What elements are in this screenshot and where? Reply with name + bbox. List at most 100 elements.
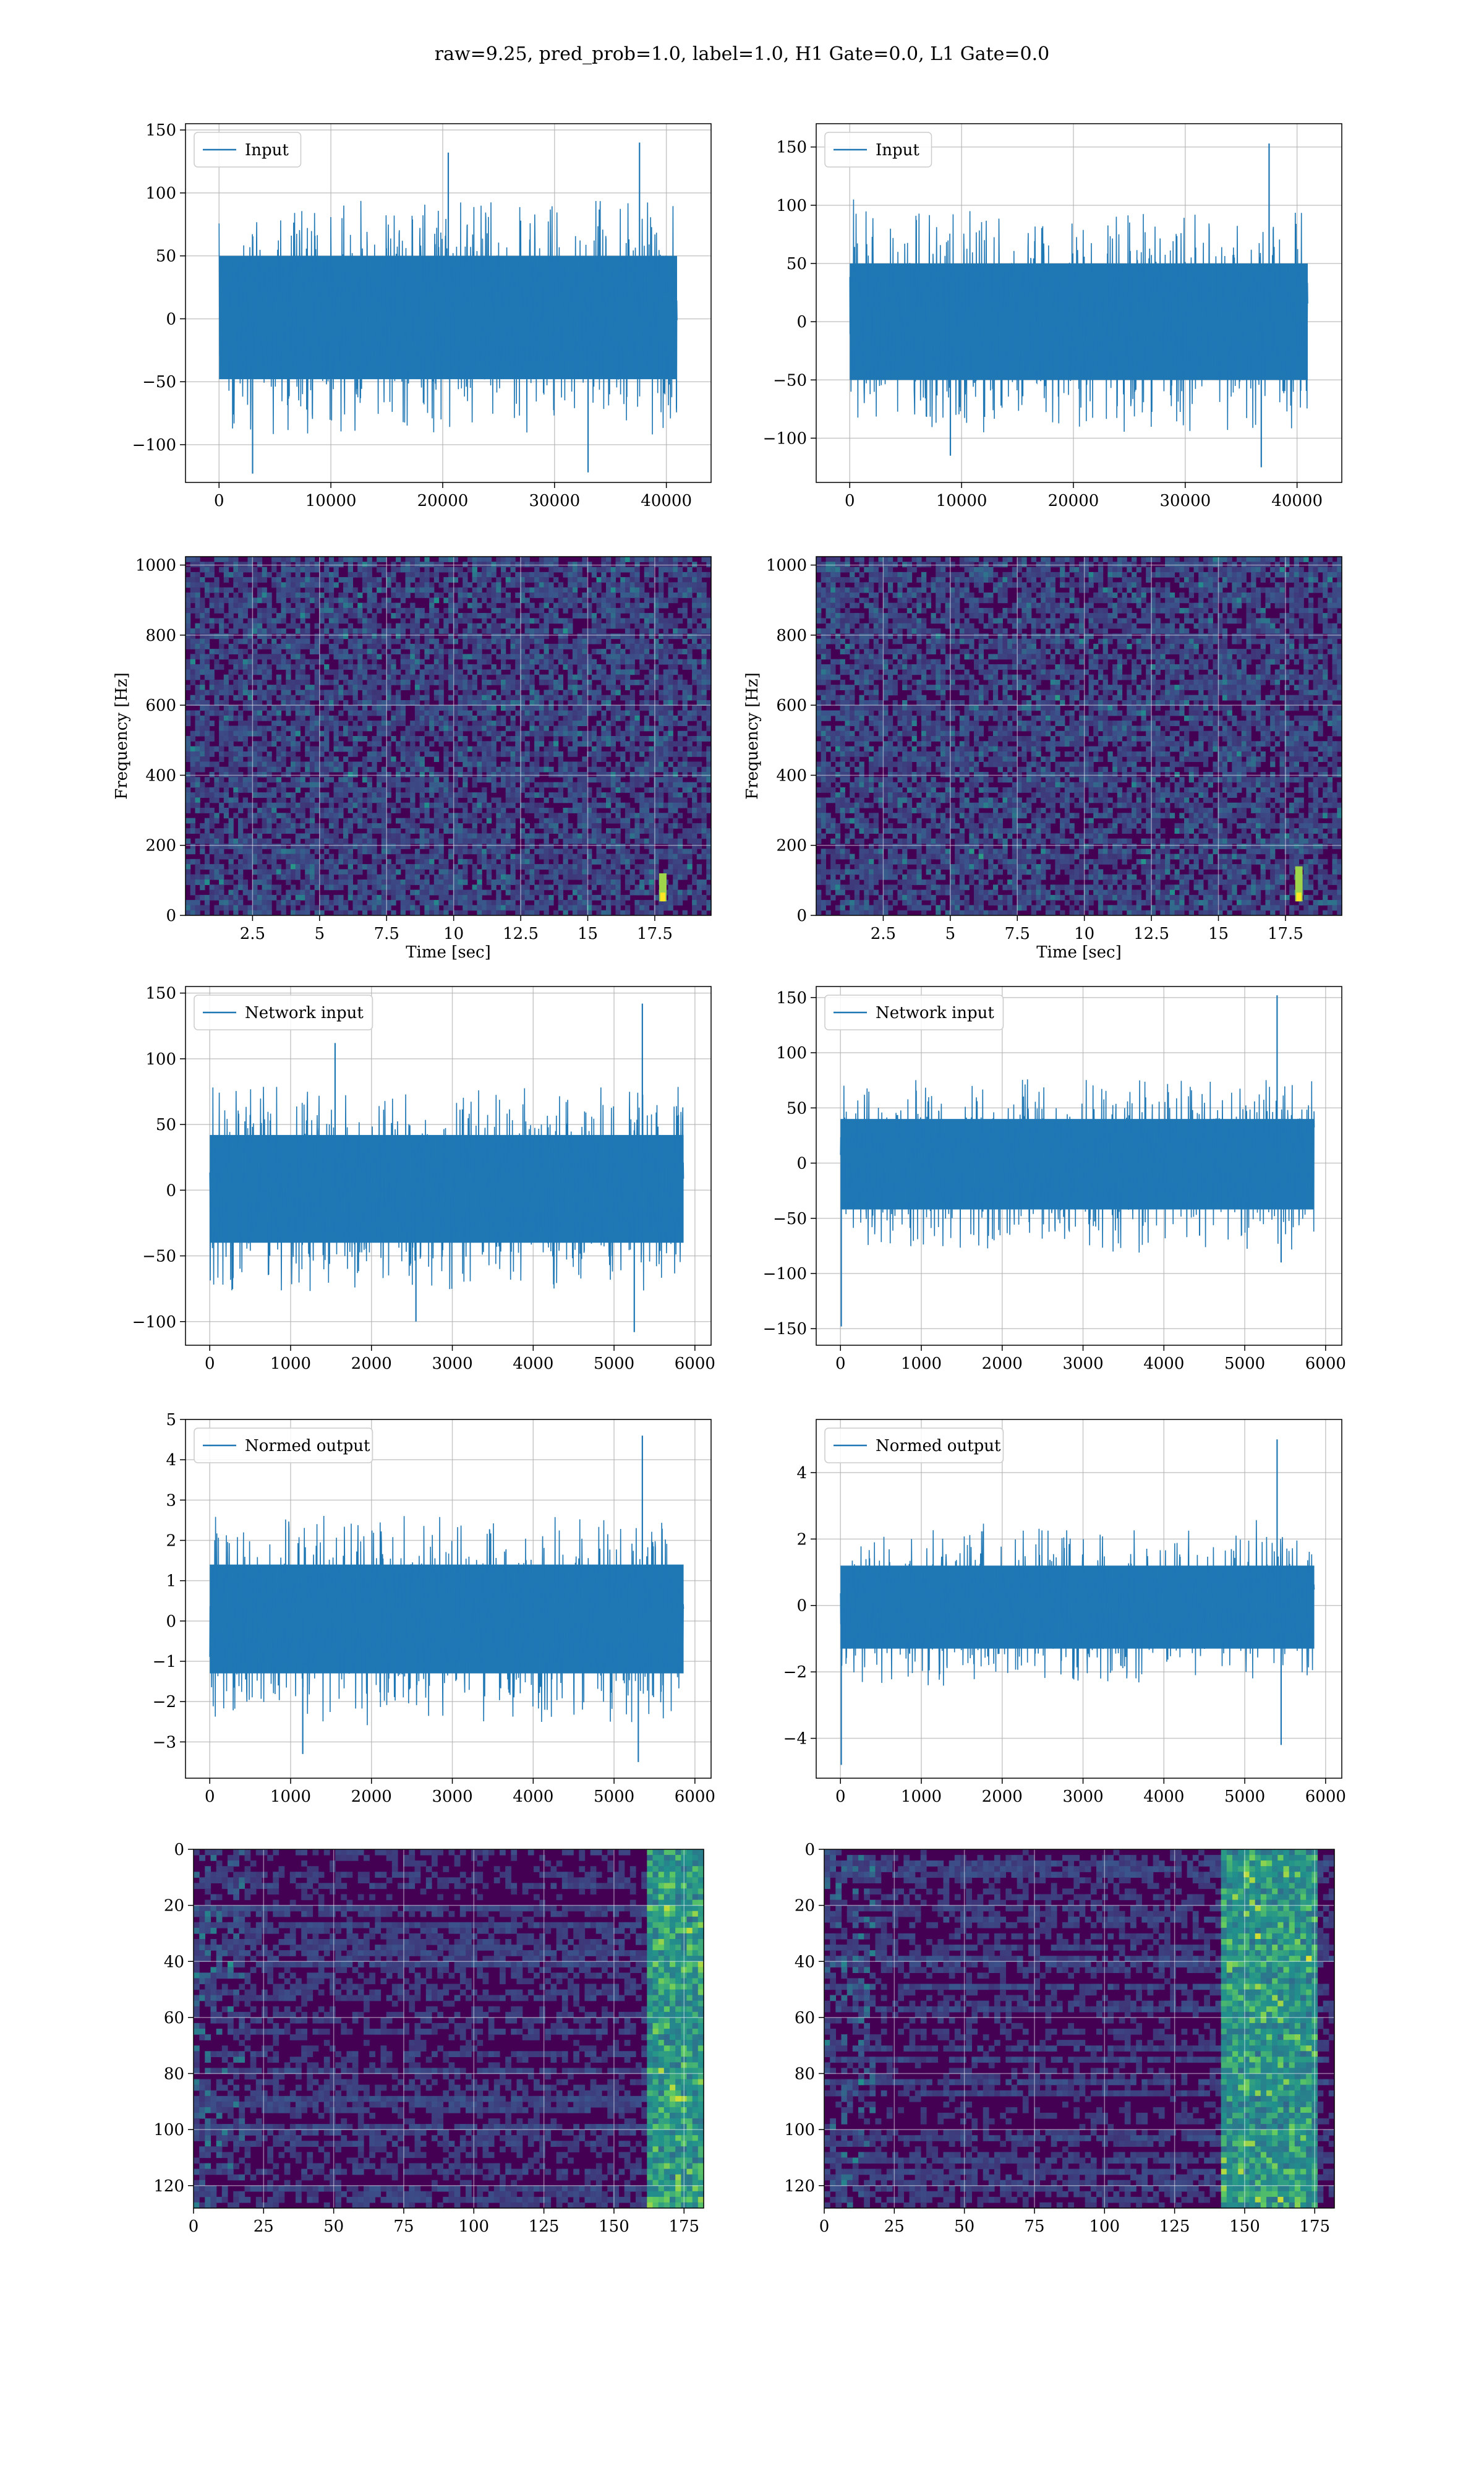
- spec-h1-heat-cell: [668, 618, 673, 624]
- spec-h1-heat-cell: [400, 715, 406, 721]
- spec-h1-heat-cell: [673, 567, 678, 573]
- spec-h1-heat-cell: [596, 597, 602, 604]
- spec-h1-heat-cell: [247, 659, 253, 665]
- spec-h1-heat-cell: [381, 628, 387, 634]
- spec-h1-heat-cell: [367, 787, 372, 793]
- spec-h1-heat-cell: [391, 761, 396, 768]
- spec-h1-heat-cell: [510, 643, 516, 649]
- spec-h1-heat-cell: [410, 664, 416, 670]
- spec-h1-heat-cell: [654, 674, 659, 680]
- spec-h1-heat-cell: [659, 833, 664, 839]
- spec-h1-heat-cell: [453, 705, 458, 711]
- spec-h1-heat-cell: [577, 864, 582, 870]
- spec-h1-heat-cell: [491, 849, 497, 855]
- spec-h1-heat-cell: [582, 705, 587, 711]
- spec-h1-heat-cell: [286, 726, 291, 732]
- spec-h1-heat-cell: [644, 726, 650, 732]
- spec-h1-heat-cell: [228, 828, 234, 834]
- spec-h1-heat-cell: [419, 669, 425, 675]
- spec-h1-heat-cell: [247, 777, 253, 783]
- spec-h1-heat-cell: [610, 669, 616, 675]
- spec-h1-heat-cell: [620, 741, 626, 747]
- spec-h1-heat-cell: [572, 751, 578, 757]
- spec-h1-heat-cell: [654, 618, 659, 624]
- spec-h1-heat-cell: [300, 659, 305, 665]
- spec-h1-heat-cell: [429, 792, 435, 798]
- spec-h1-heat-cell: [501, 849, 506, 855]
- spec-h1-heat-cell: [381, 669, 387, 675]
- spec-h1-heat-cell: [544, 751, 549, 757]
- spec-h1-heat-cell: [433, 567, 440, 573]
- spec-h1-heat-cell: [228, 838, 234, 844]
- spec-h1-heat-cell: [572, 571, 578, 578]
- spec-h1-heat-cell: [505, 761, 511, 768]
- spec-h1-heat-cell: [467, 695, 473, 701]
- spec-h1-heat-cell: [429, 618, 435, 624]
- spec-h1-heat-cell: [601, 562, 607, 568]
- spec-h1-heat-cell: [582, 772, 587, 777]
- spec-h1-heat-cell: [673, 679, 678, 685]
- spec-h1-heat-cell: [706, 802, 712, 808]
- spec-h1-heat-cell: [443, 746, 449, 752]
- spec-h1-heat-cell: [524, 833, 530, 839]
- spec-h1-heat-cell: [668, 730, 673, 737]
- spec-h1-heat-cell: [348, 864, 353, 870]
- spec-h1-heat-cell: [443, 721, 449, 726]
- spec-h1-heat-cell: [458, 654, 463, 660]
- spec-h1-heat-cell: [362, 772, 368, 777]
- spec-h1-heat-cell: [534, 756, 540, 762]
- spec-h1-heat-cell: [386, 726, 391, 732]
- spec-h1-heat-cell: [314, 823, 320, 829]
- spec-h1-heat-cell: [443, 818, 449, 824]
- spec-h1-heat-cell: [615, 649, 621, 654]
- spec-h1-heat-cell: [496, 633, 501, 640]
- spec-h1-heat-cell: [410, 730, 416, 737]
- spec-h1-heat-cell: [262, 674, 267, 680]
- spec-h1-heat-cell: [582, 669, 587, 675]
- spec-h1-heat-cell: [467, 761, 473, 768]
- spec-h1-heat-cell: [429, 607, 435, 614]
- spec-h1-heat-cell: [673, 741, 678, 747]
- spec-h1-heat-cell: [195, 787, 200, 793]
- spec-h1-heat-cell: [510, 751, 516, 757]
- spec-h1-heat-cell: [577, 849, 582, 855]
- spec-h1-heat-cell: [477, 623, 482, 629]
- spec-h1-heat-cell: [223, 679, 229, 685]
- spec-h1-heat-cell: [343, 597, 349, 604]
- spec-h1-heat-cell: [271, 567, 277, 573]
- spec-h1-heat-cell: [519, 613, 526, 618]
- spec-h1-heat-cell: [577, 705, 582, 711]
- spec-h1-heat-cell: [544, 562, 549, 568]
- spec-h1-heat-cell: [352, 613, 358, 618]
- spec-h1-heat-cell: [291, 618, 296, 624]
- spec-h1-heat-cell: [357, 797, 363, 803]
- spec-h1-heat-cell: [286, 602, 291, 609]
- spec-h1-heat-cell: [186, 874, 191, 880]
- spec-h1-heat-cell: [419, 582, 425, 588]
- spec-h1-heat-cell: [544, 643, 549, 649]
- spec-h1-heat-cell: [539, 849, 545, 855]
- spec-h1-heat-cell: [400, 751, 406, 757]
- spec-h1-heat-cell: [214, 690, 220, 696]
- spec-h1-heat-cell: [381, 792, 387, 798]
- spec-h1-heat-cell: [548, 607, 554, 614]
- spec-h1-heat-cell: [453, 782, 458, 788]
- spec-h1-heat-cell: [309, 761, 315, 768]
- spec-h1-heat-cell: [338, 562, 344, 568]
- spec-h1-heat-cell: [209, 567, 215, 573]
- spec-h1-heat-cell: [477, 869, 482, 875]
- spec-h1-heat-cell: [615, 597, 621, 604]
- spec-h1-heat-cell: [463, 741, 468, 747]
- spec-h1-heat-cell: [314, 674, 320, 680]
- spec-h1-heat-cell: [639, 864, 645, 870]
- spec-h1-heat-cell: [558, 602, 563, 609]
- spec-h1-heat-cell: [219, 643, 224, 649]
- spec-h1-heat-cell: [659, 613, 664, 618]
- spec-h1-heat-cell: [582, 664, 587, 670]
- spec-h1-heat-cell: [300, 818, 305, 824]
- spec-h1-heat-cell: [496, 669, 501, 675]
- spec-h1-heat-cell: [291, 858, 296, 865]
- spec-h1-heat-cell: [539, 571, 545, 578]
- spec-h1-heat-cell: [247, 664, 253, 670]
- spec-h1-heat-cell: [242, 823, 248, 829]
